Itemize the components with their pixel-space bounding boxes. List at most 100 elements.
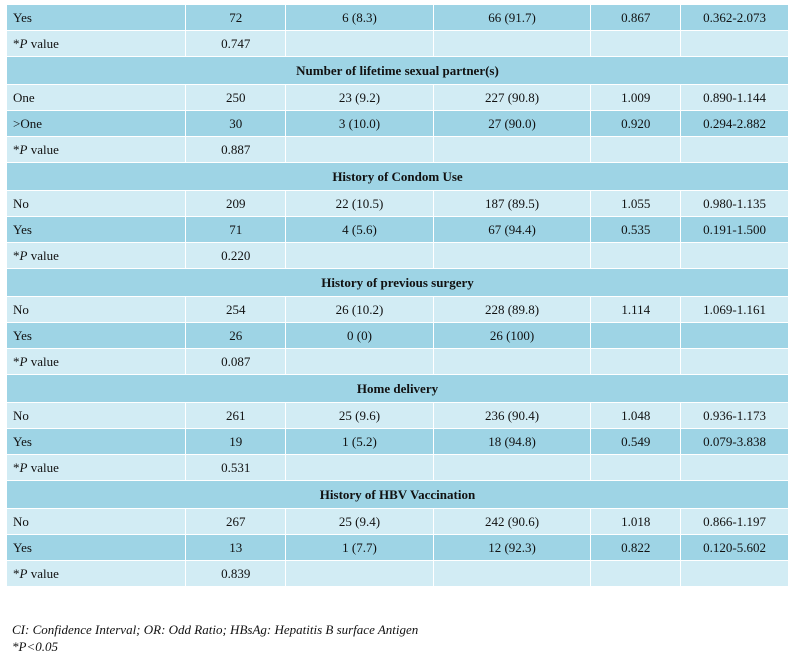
p-suffix: value bbox=[27, 35, 59, 51]
p-value-label: *P value bbox=[7, 31, 187, 57]
p-prefix: * bbox=[13, 141, 20, 157]
results-table: Yes 72 6 (8.3) 66 (91.7) 0.867 0.362-2.073 *P … bbox=[6, 4, 790, 588]
or-cell: 0.535 bbox=[591, 217, 682, 243]
p-value-row: *P value 0.839 bbox=[7, 561, 789, 587]
negative-cell: 66 (91.7) bbox=[433, 5, 592, 31]
p-symbol: P bbox=[19, 141, 28, 157]
section-header: History of previous surgery bbox=[7, 269, 789, 297]
empty-cell bbox=[681, 349, 789, 375]
empty-cell bbox=[433, 31, 592, 57]
category-cell: Yes bbox=[7, 429, 187, 455]
empty-cell bbox=[286, 561, 434, 587]
empty-cell bbox=[433, 561, 592, 587]
table-row: Yes 72 6 (8.3) 66 (91.7) 0.867 0.362-2.073 bbox=[7, 5, 789, 31]
ci-cell: 0.936-1.173 bbox=[681, 403, 789, 429]
or-cell bbox=[591, 323, 682, 349]
p-suffix: value bbox=[27, 247, 59, 263]
p-suffix: value bbox=[27, 459, 59, 475]
positive-cell: 26 (10.2) bbox=[286, 297, 434, 323]
total-cell: 26 bbox=[186, 323, 287, 349]
empty-cell bbox=[286, 31, 434, 57]
empty-cell bbox=[591, 137, 682, 163]
p-symbol: P bbox=[19, 459, 28, 475]
empty-cell bbox=[433, 455, 592, 481]
p-symbol: P bbox=[19, 247, 28, 263]
total-cell: 72 bbox=[186, 5, 287, 31]
table-row: No 267 25 (9.4) 242 (90.6) 1.018 0.866-1.197 bbox=[7, 509, 789, 535]
category-cell: Yes bbox=[7, 217, 187, 243]
total-cell: 261 bbox=[186, 403, 287, 429]
or-cell: 1.048 bbox=[591, 403, 682, 429]
category-cell: No bbox=[7, 191, 187, 217]
section-header-row: Number of lifetime sexual partner(s) bbox=[7, 57, 789, 85]
p-value: 0.839 bbox=[186, 561, 287, 587]
ci-cell: 0.890-1.144 bbox=[681, 85, 789, 111]
section-header: Home delivery bbox=[7, 375, 789, 403]
section-header-row: History of HBV Vaccination bbox=[7, 481, 789, 509]
empty-cell bbox=[681, 455, 789, 481]
empty-cell bbox=[433, 349, 592, 375]
section-header-row: History of Condom Use bbox=[7, 163, 789, 191]
or-cell: 0.822 bbox=[591, 535, 682, 561]
empty-cell bbox=[286, 137, 434, 163]
empty-cell bbox=[591, 455, 682, 481]
p-value: 0.531 bbox=[186, 455, 287, 481]
total-cell: 71 bbox=[186, 217, 287, 243]
positive-cell: 1 (5.2) bbox=[286, 429, 434, 455]
total-cell: 267 bbox=[186, 509, 287, 535]
positive-cell: 6 (8.3) bbox=[286, 5, 434, 31]
table-row: Yes 26 0 (0) 26 (100) bbox=[7, 323, 789, 349]
ci-cell: 0.980-1.135 bbox=[681, 191, 789, 217]
ci-cell: 0.294-2.882 bbox=[681, 111, 789, 137]
positive-cell: 0 (0) bbox=[286, 323, 434, 349]
positive-cell: 3 (10.0) bbox=[286, 111, 434, 137]
empty-cell bbox=[591, 349, 682, 375]
section-header: Number of lifetime sexual partner(s) bbox=[7, 57, 789, 85]
p-value-label: *P value bbox=[7, 243, 187, 269]
p-value-row: *P value 0.531 bbox=[7, 455, 789, 481]
negative-cell: 227 (90.8) bbox=[433, 85, 592, 111]
or-cell: 0.867 bbox=[591, 5, 682, 31]
p-value-label: *P value bbox=[7, 455, 187, 481]
positive-cell: 23 (9.2) bbox=[286, 85, 434, 111]
p-prefix: * bbox=[13, 247, 20, 263]
p-value-row: *P value 0.087 bbox=[7, 349, 789, 375]
ci-cell bbox=[681, 323, 789, 349]
p-value-label: *P value bbox=[7, 137, 187, 163]
total-cell: 209 bbox=[186, 191, 287, 217]
footnote-significance: *P<0.05 bbox=[12, 639, 58, 654]
negative-cell: 67 (94.4) bbox=[433, 217, 592, 243]
empty-cell bbox=[591, 31, 682, 57]
category-cell: Yes bbox=[7, 5, 187, 31]
category-cell: Yes bbox=[7, 323, 187, 349]
empty-cell bbox=[591, 243, 682, 269]
table-row: No 254 26 (10.2) 228 (89.8) 1.114 1.069-1.161 bbox=[7, 297, 789, 323]
negative-cell: 242 (90.6) bbox=[433, 509, 592, 535]
empty-cell bbox=[591, 561, 682, 587]
section-header-row: History of previous surgery bbox=[7, 269, 789, 297]
table-row: No 209 22 (10.5) 187 (89.5) 1.055 0.980-1.135 bbox=[7, 191, 789, 217]
positive-cell: 25 (9.6) bbox=[286, 403, 434, 429]
p-value-row: *P value 0.747 bbox=[7, 31, 789, 57]
p-value-label: *P value bbox=[7, 349, 187, 375]
negative-cell: 187 (89.5) bbox=[433, 191, 592, 217]
category-cell: One bbox=[7, 85, 187, 111]
total-cell: 13 bbox=[186, 535, 287, 561]
table-row: Yes 71 4 (5.6) 67 (94.4) 0.535 0.191-1.500 bbox=[7, 217, 789, 243]
ci-cell: 0.362-2.073 bbox=[681, 5, 789, 31]
empty-cell bbox=[433, 243, 592, 269]
or-cell: 1.114 bbox=[591, 297, 682, 323]
negative-cell: 26 (100) bbox=[433, 323, 592, 349]
section-header: History of Condom Use bbox=[7, 163, 789, 191]
table-row: No 261 25 (9.6) 236 (90.4) 1.048 0.936-1.173 bbox=[7, 403, 789, 429]
ci-cell: 0.866-1.197 bbox=[681, 509, 789, 535]
category-cell: No bbox=[7, 509, 187, 535]
ci-cell: 0.191-1.500 bbox=[681, 217, 789, 243]
empty-cell bbox=[681, 561, 789, 587]
or-cell: 1.018 bbox=[591, 509, 682, 535]
category-cell: >One bbox=[7, 111, 187, 137]
empty-cell bbox=[681, 137, 789, 163]
table-row: One 250 23 (9.2) 227 (90.8) 1.009 0.890-1.144 bbox=[7, 85, 789, 111]
section-header-row: Home delivery bbox=[7, 375, 789, 403]
